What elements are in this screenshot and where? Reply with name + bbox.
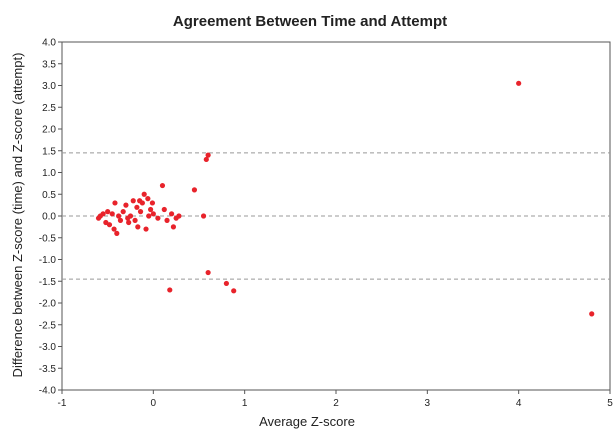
plot-area: 4.0 3.5 3.0 2.5 2.0 1.5 1.0 0.5 0.0 -0.5 -1.0 -1.5 -… [39,38,613,410]
x-tick-label: -1 [58,398,67,409]
data-point [111,226,117,232]
y-tick-label: 4.0 [42,38,56,49]
data-point [114,230,120,236]
y-tick-label: 1.5 [42,146,56,157]
y-tick-label: -3.0 [39,342,57,353]
data-point [147,206,154,213]
data-point [164,217,170,223]
data-point [127,213,134,219]
data-point [123,202,129,208]
data-point [203,156,209,163]
y-tick-label: 2.5 [42,103,56,114]
y-tick-label: -0.5 [39,233,57,244]
y-tick-label: -2.0 [39,299,57,310]
data-point [106,222,113,228]
y-tick-label: -1.0 [39,255,57,266]
data-point [116,213,122,219]
data-point [135,224,141,230]
data-point [134,204,140,210]
y-tick-label: 1.0 [42,168,56,179]
data-point [155,215,161,221]
data-point [169,211,175,217]
data-point [223,280,229,287]
y-tick-label: 0.0 [42,212,56,223]
data-point [139,200,145,206]
y-tick-label: 3.0 [42,81,56,92]
data-point [170,224,177,230]
data-point [132,217,138,223]
data-point [159,182,166,189]
x-tick-label: 2 [333,398,339,409]
y-tick-label: -1.5 [39,277,57,288]
data-point [589,311,595,317]
data-point [176,213,182,219]
x-tick-label: 4 [516,398,522,409]
x-tick-label: 3 [425,398,431,409]
data-point [205,152,211,158]
data-point [205,269,211,276]
data-point [200,213,207,219]
y-tick-label: 2.0 [42,125,56,136]
data-point [137,209,144,215]
data-point [105,209,111,215]
data-point [120,209,126,215]
data-point [130,198,136,204]
x-tick-label: 1 [242,398,248,409]
y-tick-label: -3.5 [39,364,57,375]
data-point [141,191,147,197]
data-point [117,217,124,223]
data-point [143,226,149,232]
data-point [150,211,156,217]
data-point [516,80,522,86]
y-tick-label: 3.5 [42,59,56,70]
data-point [167,287,173,293]
data-point [145,196,151,202]
data-point [146,213,152,219]
y-axis-label: Difference between Z-score (time) and Z-… [10,53,25,378]
x-tick-label: 0 [151,398,157,409]
x-axis-label: Average Z-score [259,414,355,429]
chart-title: Agreement Between Time and Attempt [173,13,447,30]
y-tick-label: 0.5 [42,190,56,201]
data-point [191,187,198,193]
y-tick-label: -4.0 [39,386,57,397]
data-point [112,200,118,206]
data-point [109,211,115,217]
y-tick-label: -2.5 [39,320,57,331]
data-point [100,211,106,217]
x-tick-label: 5 [607,398,613,409]
data-point [126,219,132,226]
data-point [231,288,237,294]
data-point [161,206,167,213]
data-point [149,200,156,206]
